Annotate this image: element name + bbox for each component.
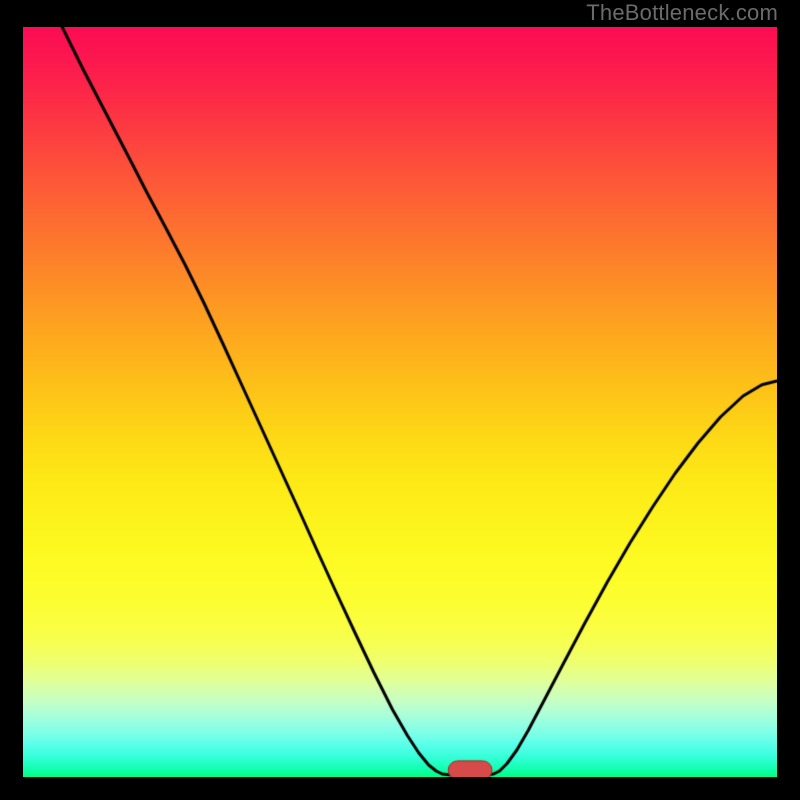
optimum-marker-pill — [23, 27, 777, 777]
watermark-text: TheBottleneck.com — [586, 0, 778, 26]
bottleneck-curve-plot — [23, 27, 777, 777]
